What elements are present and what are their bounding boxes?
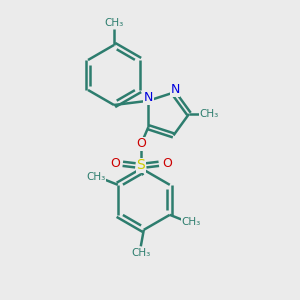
- Text: N: N: [170, 83, 180, 96]
- Text: CH₃: CH₃: [87, 172, 106, 182]
- Text: CH₃: CH₃: [200, 109, 219, 119]
- Text: CH₃: CH₃: [131, 248, 150, 258]
- Text: N: N: [144, 91, 153, 104]
- Text: O: O: [136, 137, 146, 150]
- Text: O: O: [110, 157, 120, 170]
- Text: CH₃: CH₃: [104, 17, 124, 28]
- Text: S: S: [136, 158, 145, 172]
- Text: O: O: [162, 157, 172, 170]
- Text: CH₃: CH₃: [182, 217, 201, 227]
